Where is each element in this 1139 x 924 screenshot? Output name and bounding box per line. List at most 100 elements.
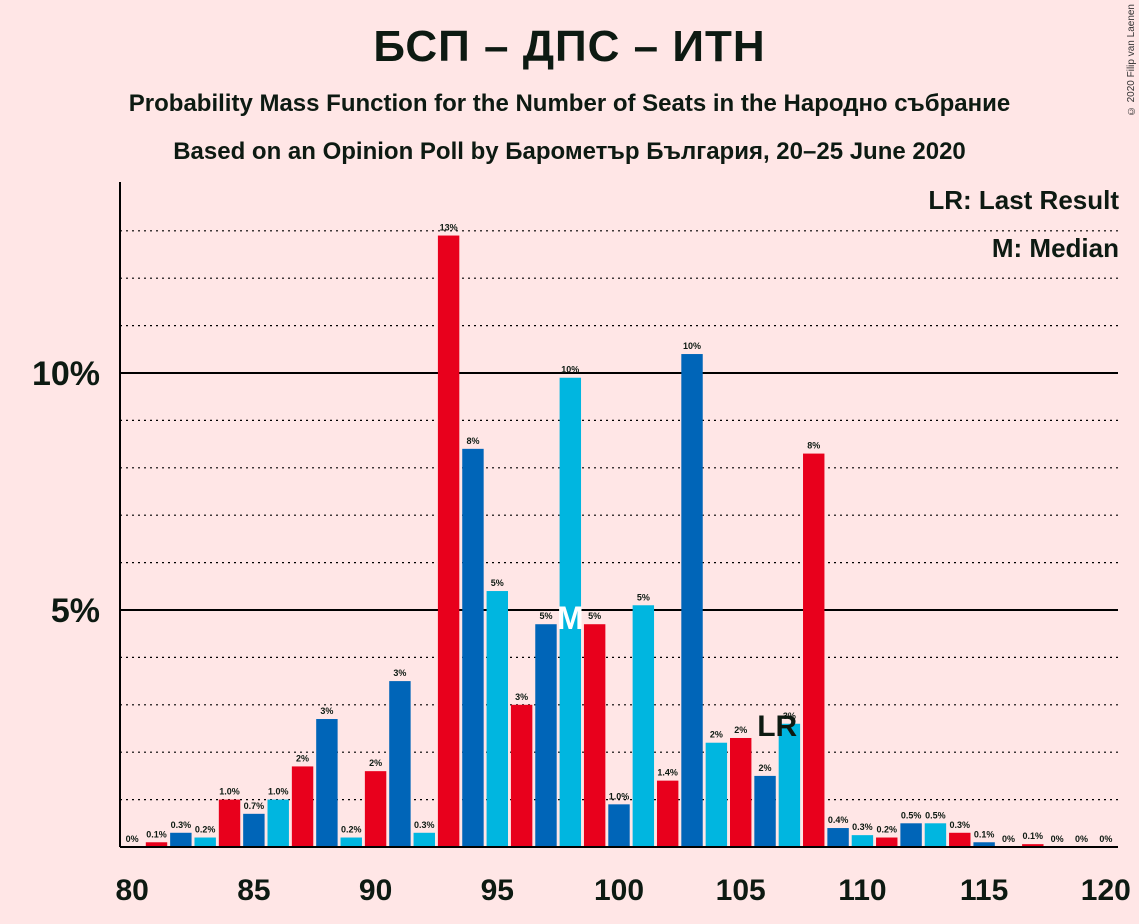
- bar-label-seat-110: 0.3%: [852, 822, 873, 832]
- bars: [145, 235, 1044, 848]
- bar-label-seat-89: 0.2%: [341, 825, 362, 835]
- x-tick-label-100: 100: [594, 874, 644, 907]
- bar-label-seat-82: 0.3%: [171, 820, 192, 830]
- bar-label-seat-98: 10%: [561, 365, 579, 375]
- bar-seat-105: [729, 737, 752, 847]
- bar-seat-101: [632, 605, 655, 847]
- chart-source: Based on an Opinion Poll by Барометър Бъ…: [173, 138, 966, 165]
- bar-seat-102: [656, 780, 679, 847]
- bar-label-seat-87: 2%: [296, 753, 309, 763]
- x-tick-label-80: 80: [115, 874, 148, 907]
- bar-label-seat-95: 5%: [491, 578, 504, 588]
- bar-label-seat-92: 0.3%: [414, 820, 435, 830]
- bar-seat-89: [340, 837, 362, 847]
- x-tick-label-120: 120: [1081, 874, 1131, 907]
- bar-label-seat-106: 2%: [759, 763, 772, 773]
- bar-seat-94: [462, 448, 484, 847]
- median-marker: M: [557, 600, 584, 636]
- chart-title: БСП – ДПС – ИТН: [373, 22, 766, 71]
- bar-seat-110: [851, 835, 874, 847]
- bar-label-seat-109: 0.4%: [828, 815, 849, 825]
- y-tick-label-5: 5%: [51, 592, 100, 630]
- bar-seat-104: [705, 742, 728, 847]
- bar-label-seat-112: 0.5%: [901, 810, 922, 820]
- bar-label-seat-80: 0%: [126, 834, 139, 844]
- bar-label-seat-108: 8%: [807, 441, 820, 451]
- chart-subtitle: Probability Mass Function for the Number…: [128, 90, 1011, 117]
- bar-seat-88: [316, 719, 338, 847]
- y-tick-label-10: 10%: [32, 355, 100, 393]
- bar-seat-84: [218, 799, 241, 847]
- bar-seat-114: [949, 832, 971, 847]
- bar-label-seat-117: 0.1%: [1023, 831, 1044, 841]
- x-tick-label-95: 95: [481, 874, 514, 907]
- bar-label-seat-85: 0.7%: [244, 801, 265, 811]
- bar-label-seat-104: 2%: [710, 730, 723, 740]
- bar-seat-113: [924, 823, 947, 847]
- bar-seat-85: [243, 813, 265, 847]
- bar-seat-97: [535, 624, 557, 847]
- bar-label-seat-84: 1.0%: [219, 787, 240, 797]
- x-tick-label-110: 110: [838, 874, 886, 907]
- bar-seat-112: [900, 823, 922, 847]
- bar-seat-108: [803, 453, 825, 847]
- bar-label-seat-93: 13%: [440, 223, 458, 233]
- bar-label-seat-105: 2%: [734, 725, 747, 735]
- bar-label-seat-90: 2%: [369, 758, 382, 768]
- bar-seat-115: [973, 842, 995, 847]
- bar-seat-83: [194, 837, 216, 847]
- bar-seat-106: [754, 775, 776, 847]
- bar-seat-109: [827, 828, 849, 847]
- bar-seat-99: [583, 624, 606, 847]
- bar-label-seat-107: 3%: [783, 711, 796, 721]
- bar-label-seat-114: 0.3%: [950, 820, 971, 830]
- x-tick-label-90: 90: [359, 874, 392, 907]
- bar-seat-81: [145, 842, 168, 847]
- bar-seat-91: [389, 681, 411, 847]
- bar-label-seat-94: 8%: [466, 436, 479, 446]
- bar-seat-95: [486, 591, 509, 847]
- bar-seat-86: [267, 799, 289, 847]
- bar-label-seat-118: 0%: [1051, 834, 1064, 844]
- last-result-marker: LR: [757, 710, 797, 743]
- bar-label-seat-102: 1.4%: [657, 768, 678, 778]
- bar-label-seat-119: 0%: [1075, 834, 1088, 844]
- bar-label-seat-116: 0%: [1002, 834, 1015, 844]
- x-tick-label-115: 115: [960, 874, 1008, 907]
- bar-seat-87: [291, 766, 314, 847]
- bar-label-seat-91: 3%: [393, 668, 406, 678]
- x-tick-label-105: 105: [716, 874, 766, 907]
- bar-label-seat-88: 3%: [320, 706, 333, 716]
- bar-label-seat-97: 5%: [539, 611, 552, 621]
- bar-seat-82: [170, 832, 192, 847]
- legend-median: M: Median: [991, 233, 1119, 263]
- bar-seat-96: [510, 704, 533, 847]
- gridlines: [120, 230, 1118, 801]
- bar-label-seat-111: 0.2%: [876, 825, 897, 835]
- bar-seat-98: [559, 377, 582, 847]
- bar-seat-93: [437, 235, 460, 848]
- bar-label-seat-83: 0.2%: [195, 825, 216, 835]
- bar-label-seat-96: 3%: [515, 692, 528, 702]
- bar-seat-107: [778, 723, 801, 847]
- bar-seat-117: [1022, 844, 1044, 847]
- bar-label-seat-120: 0%: [1099, 834, 1112, 844]
- bar-seat-90: [364, 771, 387, 847]
- bar-seat-103: [681, 354, 703, 847]
- bar-label-seat-115: 0.1%: [974, 829, 995, 839]
- bar-seat-100: [608, 804, 630, 847]
- bar-seat-92: [413, 832, 435, 847]
- bar-label-seat-81: 0.1%: [146, 829, 167, 839]
- bar-label-seat-113: 0.5%: [925, 810, 946, 820]
- bar-label-seat-100: 1.0%: [609, 791, 630, 801]
- bar-label-seat-103: 10%: [683, 341, 701, 351]
- legend-last-result: LR: Last Result: [928, 185, 1119, 215]
- x-tick-label-85: 85: [237, 874, 270, 907]
- bar-label-seat-86: 1.0%: [268, 787, 289, 797]
- bar-labels: 0% 0.1%0.3% 0.2%1.0%0.7%1.0%2%3%0.2%2%3%0.…: [126, 223, 1113, 844]
- bar-label-seat-99: 5%: [588, 611, 601, 621]
- bar-seat-111: [876, 837, 898, 847]
- axes: 80 85 90 95 100 105 110 115 120 5% 10%: [32, 182, 1131, 907]
- bar-label-seat-101: 5%: [637, 592, 650, 602]
